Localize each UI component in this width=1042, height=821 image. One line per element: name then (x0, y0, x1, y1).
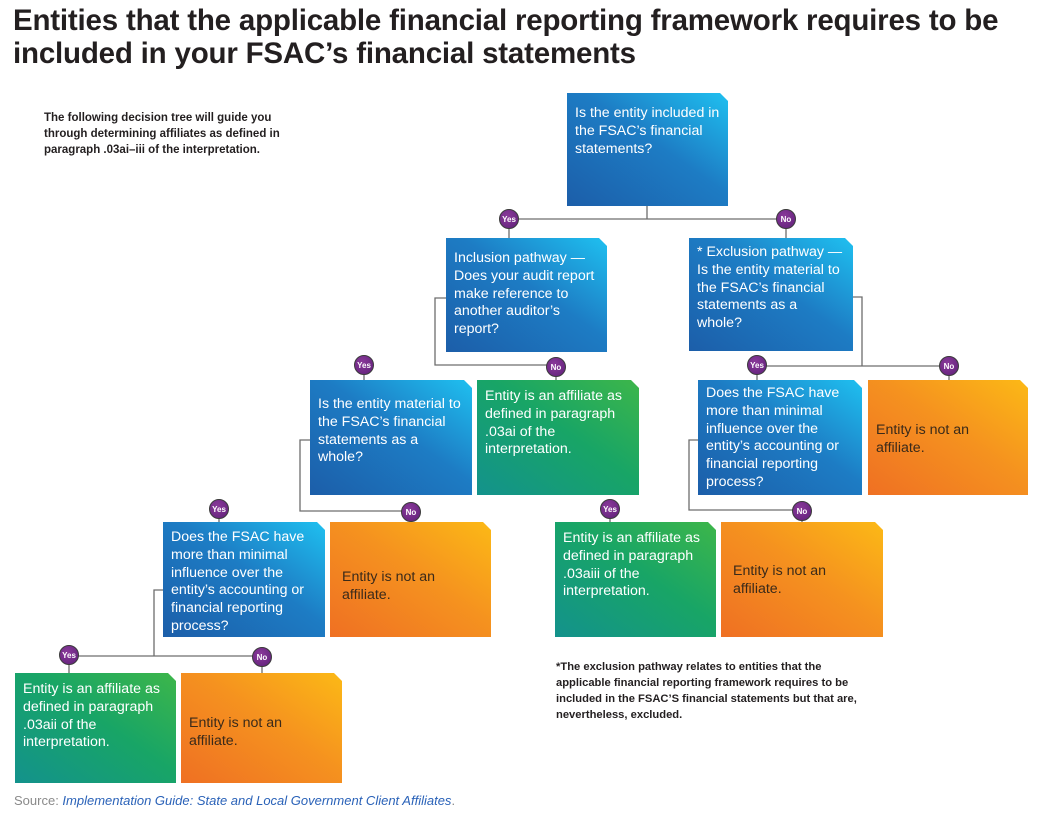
source-title: Implementation Guide: State and Local Go… (62, 793, 452, 808)
result-affiliate-03ai: Entity is an affiliate as defined in par… (477, 380, 639, 495)
yes-badge: Yes (499, 209, 519, 229)
yes-badge: Yes (747, 355, 767, 375)
no-badge: No (792, 501, 812, 521)
result-not-affiliate-2: Entity is not an affiliate. (330, 522, 491, 637)
result-not-affiliate-4: Entity is not an affiliate. (181, 673, 342, 783)
question-exclusion-pathway: * Exclusion pathway — Is the entity mate… (689, 238, 853, 351)
source-prefix: Source: (14, 793, 63, 808)
footnote: *The exclusion pathway relates to entiti… (556, 661, 857, 721)
yes-badge: Yes (209, 499, 229, 519)
question-influence-exclusion: Does the FSAC have more than minimal inf… (698, 380, 862, 495)
no-badge: No (401, 502, 421, 522)
no-badge: No (252, 647, 272, 667)
no-badge: No (939, 356, 959, 376)
question-influence-inclusion: Does the FSAC have more than minimal inf… (163, 522, 325, 637)
question-included: Is the entity included in the FSAC’s fin… (567, 93, 728, 206)
yes-badge: Yes (354, 355, 374, 375)
result-affiliate-03aii: Entity is an affiliate as defined in par… (15, 673, 176, 783)
no-badge: No (776, 209, 796, 229)
result-affiliate-03aiii: Entity is an affiliate as defined in par… (555, 522, 716, 637)
yes-badge: Yes (600, 499, 620, 519)
result-not-affiliate-1: Entity is not an affiliate. (868, 380, 1028, 495)
source-line: Source: Implementation Guide: State and … (14, 793, 455, 808)
intro-text: The following decision tree will guide y… (44, 112, 280, 156)
no-badge: No (546, 357, 566, 377)
yes-badge: Yes (59, 645, 79, 665)
result-not-affiliate-3: Entity is not an affiliate. (721, 522, 883, 637)
page-title: Entities that the applicable financial r… (13, 4, 999, 70)
question-inclusion-pathway: Inclusion pathway — Does your audit repo… (446, 238, 607, 352)
source-suffix: . (451, 793, 456, 808)
question-material: Is the entity material to the FSAC’s fin… (310, 380, 472, 495)
